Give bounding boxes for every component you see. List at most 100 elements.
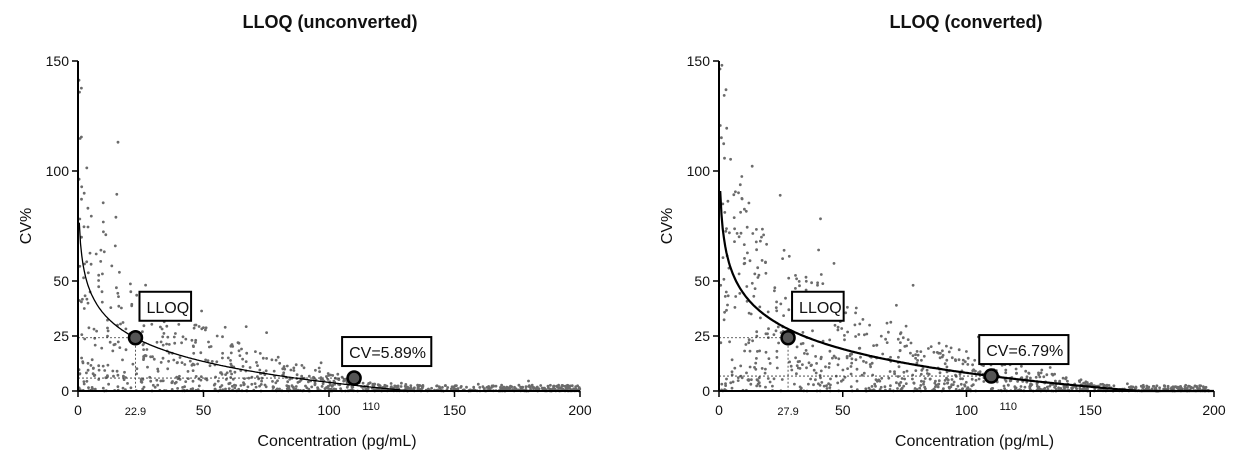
data-point [253, 382, 257, 385]
data-point [759, 239, 762, 243]
data-point [224, 373, 228, 376]
data-point [143, 354, 147, 357]
data-point [943, 362, 947, 366]
data-point [888, 370, 892, 373]
data-point [175, 361, 179, 365]
data-point [89, 262, 93, 266]
data-point [97, 273, 101, 277]
data-point [1099, 383, 1103, 386]
data-point [805, 366, 808, 370]
data-point [790, 368, 794, 372]
data-point [775, 366, 779, 370]
data-point [180, 341, 184, 345]
x-axis-label: Concentration (pg/mL) [895, 433, 1054, 450]
y-tick-label: 100 [687, 163, 711, 179]
data-point [82, 307, 86, 310]
data-point [765, 242, 768, 246]
data-point [507, 386, 511, 390]
cv-x-label: 110 [999, 401, 1017, 413]
data-point [491, 384, 495, 388]
data-point [307, 380, 310, 384]
data-point [1037, 385, 1041, 389]
data-point [1002, 384, 1006, 388]
data-point [918, 386, 922, 390]
data-point [108, 340, 112, 344]
data-point [971, 363, 974, 367]
data-point [1107, 384, 1111, 387]
data-point [751, 339, 754, 343]
data-point [760, 367, 764, 370]
data-point [943, 379, 947, 382]
data-point [171, 380, 174, 383]
data-point [254, 350, 257, 353]
data-point [116, 140, 120, 144]
data-point [893, 372, 896, 376]
data-point [106, 334, 109, 338]
data-point [914, 353, 917, 356]
data-point [820, 381, 824, 384]
data-point [339, 387, 342, 390]
data-point [807, 382, 810, 386]
data-point [947, 350, 951, 354]
data-point [772, 377, 776, 381]
data-point [80, 135, 83, 139]
lloq-x-label: 22.9 [125, 406, 146, 418]
data-point [248, 366, 252, 369]
data-point [1014, 367, 1018, 371]
data-point [270, 358, 274, 362]
data-point [166, 367, 170, 371]
data-point [218, 385, 222, 389]
data-point [89, 214, 93, 218]
data-point [116, 385, 120, 388]
data-point [194, 338, 198, 342]
data-point [233, 386, 237, 390]
data-point [739, 210, 742, 214]
data-point [153, 385, 157, 389]
data-point [854, 335, 857, 338]
data-point [764, 385, 767, 389]
data-point [93, 343, 97, 347]
lloq-marker [780, 330, 796, 346]
data-point [775, 349, 779, 353]
data-point [1131, 385, 1135, 389]
data-point [527, 379, 530, 383]
data-point [119, 322, 122, 326]
data-point [837, 357, 841, 361]
data-point [155, 340, 159, 344]
data-point [282, 365, 286, 368]
data-point [720, 63, 724, 67]
lloq-callout-box [138, 290, 193, 322]
data-point [278, 387, 281, 391]
data-point [456, 387, 460, 390]
data-point [923, 377, 927, 380]
data-point [557, 383, 560, 387]
data-point [745, 285, 749, 288]
data-point [100, 290, 104, 294]
data-point [186, 377, 190, 380]
data-point [111, 369, 115, 373]
y-tick-label: 0 [702, 383, 710, 399]
data-point [223, 325, 227, 329]
data-point [282, 371, 286, 375]
data-point [1046, 385, 1049, 389]
data-point [853, 323, 857, 327]
data-point [1028, 385, 1032, 389]
data-point [755, 334, 759, 338]
data-point [836, 325, 840, 329]
data-point [165, 342, 169, 346]
data-point [762, 233, 765, 237]
data-point [89, 364, 93, 367]
data-point [194, 341, 197, 344]
data-point [744, 343, 748, 346]
data-point [724, 382, 727, 386]
data-point [122, 378, 126, 381]
data-point [819, 369, 823, 373]
data-point [849, 385, 853, 389]
cv-callout-text: CV=6.79% [986, 343, 1063, 360]
data-point [869, 365, 872, 369]
data-point [1019, 385, 1023, 388]
data-point [116, 291, 120, 295]
data-point [778, 193, 782, 197]
data-point [123, 370, 126, 374]
cv-callout-box [978, 334, 1070, 366]
